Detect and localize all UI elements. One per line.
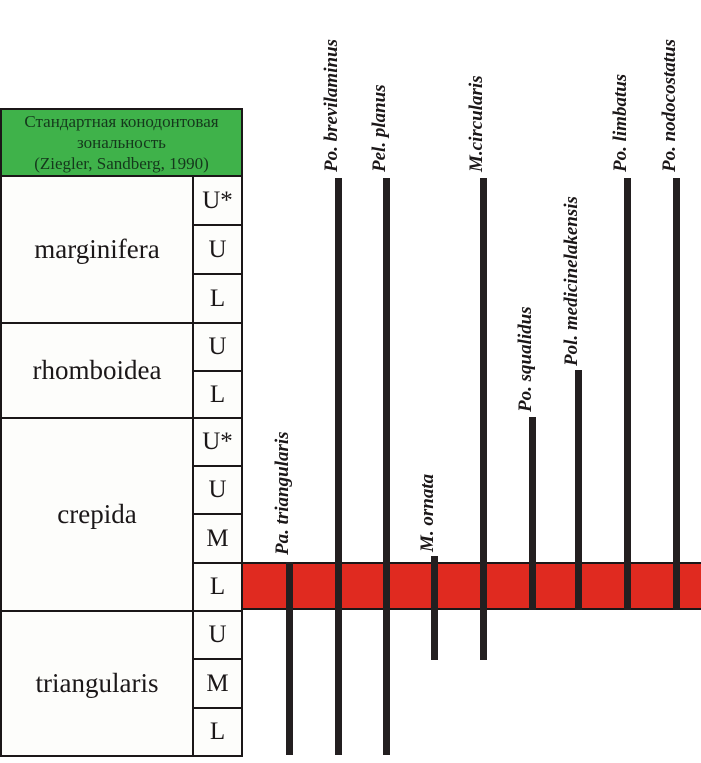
range-line-po-squalidus	[529, 417, 536, 610]
species-label-po-limbatus: Po. limbatus	[610, 73, 631, 172]
subzone-cell-triangularis-u: U	[192, 610, 243, 660]
species-label-pa-triangularis: Pa. triangularis	[272, 431, 293, 555]
range-line-m-ornata	[431, 556, 438, 660]
subzone-cell-marginifera-u: U	[192, 224, 243, 275]
range-line-m-circularis	[480, 178, 487, 660]
subzone-cell-crepida-l: L	[192, 562, 243, 612]
header-line-3: (Ziegler, Sandberg, 1990)	[34, 154, 209, 173]
range-line-pol-medicinelakensis	[575, 370, 582, 610]
species-label-po-squalidus: Po. squalidus	[515, 306, 536, 412]
header-line-1: Стандартная конодонтовая	[24, 112, 219, 131]
species-label-pel-planus: Pel. planus	[369, 84, 390, 172]
subzone-cell-triangularis-l: L	[192, 707, 243, 757]
zone-cell-rhomboidea: rhomboidea	[0, 322, 194, 419]
subzone-cell-crepida-u: U	[192, 465, 243, 515]
subzone-cell-rhomboidea-l: L	[192, 370, 243, 419]
species-label-m-circularis: M.circularis	[466, 75, 487, 172]
subzone-cell-triangularis-m: M	[192, 658, 243, 709]
species-label-po-nodocostatus: Po. nodocostatus	[659, 38, 680, 172]
range-line-pa-triangularis	[286, 562, 293, 755]
subzone-cell-marginifera-l: L	[192, 273, 243, 324]
subzone-cell-crepida-u-star: U*	[192, 417, 243, 467]
subzone-cell-marginifera-u-star: U*	[192, 175, 243, 226]
zone-cell-marginifera: marginifera	[0, 175, 194, 324]
subzone-cell-crepida-m: M	[192, 513, 243, 564]
range-line-pel-planus	[383, 178, 390, 755]
range-line-po-brevilaminus	[335, 178, 342, 755]
header-line-2: зональность	[77, 133, 166, 152]
zone-cell-triangularis: triangularis	[0, 610, 194, 757]
zonation-header: Стандартная конодонтовая зональность (Zi…	[0, 108, 243, 177]
species-label-pol-medicinelakensis: Pol. medicinelakensis	[561, 196, 582, 366]
species-label-po-brevilaminus: Po. brevilaminus	[321, 38, 342, 172]
highlight-band-crepida-l	[243, 562, 701, 610]
zone-cell-crepida: crepida	[0, 417, 194, 612]
range-line-po-limbatus	[624, 178, 631, 610]
range-line-po-nodocostatus	[673, 178, 680, 610]
subzone-cell-rhomboidea-u: U	[192, 322, 243, 372]
species-label-m-ornata: M. ornata	[417, 473, 438, 552]
